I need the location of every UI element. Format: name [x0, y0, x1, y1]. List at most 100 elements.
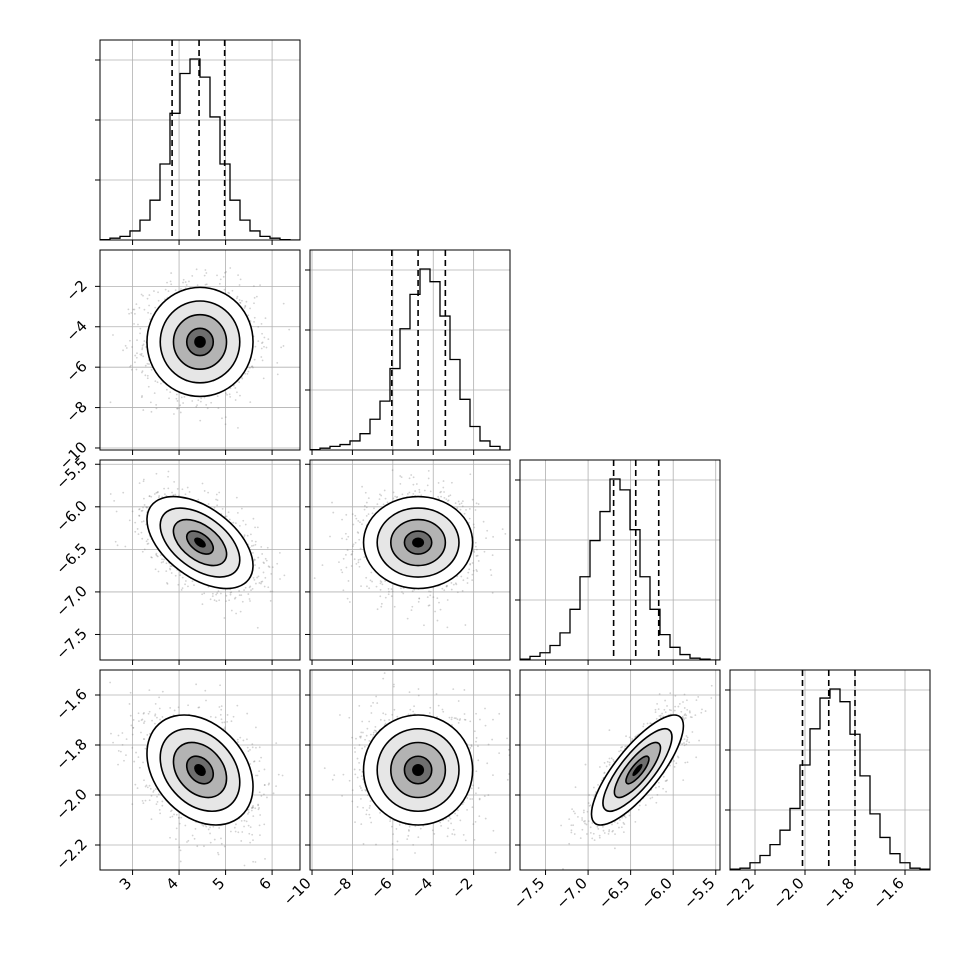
scatter-point: [211, 592, 214, 595]
scatter-point: [177, 817, 180, 819]
scatter-point: [252, 551, 254, 554]
scatter-point: [375, 843, 377, 846]
scatter-point: [313, 577, 316, 580]
x-tick-label: 3: [116, 874, 135, 893]
scatter-point: [166, 281, 168, 284]
scatter-point: [370, 712, 373, 714]
panel-frame: [519, 459, 721, 661]
scatter-point: [212, 825, 215, 828]
x-tick-label: −6: [367, 874, 395, 902]
scatter-point: [181, 587, 184, 590]
scatter-point: [232, 521, 235, 524]
scatter-point: [414, 490, 417, 492]
scatter-point: [507, 748, 510, 751]
scatter-point: [109, 681, 112, 684]
scatter-point: [423, 624, 425, 627]
scatter-point: [654, 786, 657, 789]
scatter-point: [194, 827, 197, 830]
scatter-point: [440, 824, 443, 827]
scatter-point: [456, 718, 459, 721]
scatter-point: [267, 565, 270, 568]
scatter-point: [129, 339, 131, 342]
scatter-point: [141, 347, 144, 349]
scatter-point: [249, 763, 252, 765]
scatter-point: [180, 816, 183, 819]
y-tick-label: −1.8: [52, 735, 90, 773]
scatter-point: [603, 761, 606, 764]
scatter-point: [178, 816, 180, 819]
y-tick-label: −6: [62, 357, 90, 385]
scatter-point: [332, 511, 335, 514]
scatter-point: [468, 568, 471, 571]
scatter-point: [346, 549, 349, 551]
scatter-point: [279, 578, 281, 580]
scatter-point: [170, 283, 173, 286]
scatter-point: [179, 849, 182, 852]
scatter-point: [255, 746, 257, 749]
scatter-point: [146, 362, 149, 365]
x-tick-label: −4: [408, 874, 436, 902]
scatter-point: [568, 818, 571, 820]
scatter-point: [673, 765, 676, 768]
scatter-point: [471, 798, 474, 800]
scatter-point: [622, 831, 625, 834]
scatter-point: [586, 810, 589, 813]
scatter-point: [204, 269, 207, 271]
scatter-point: [478, 797, 481, 800]
x-tick-label: −5.5: [680, 874, 718, 912]
scatter-point: [151, 719, 153, 722]
scatter-point: [658, 693, 661, 695]
scatter-point: [358, 538, 361, 541]
scatter-point: [439, 608, 442, 611]
scatter-point: [236, 738, 239, 741]
scatter-point: [228, 599, 231, 602]
scatter-point: [427, 469, 430, 472]
scatter-point: [191, 400, 194, 402]
scatter-point: [238, 590, 241, 592]
scatter-point: [246, 712, 249, 715]
scatter-point: [158, 808, 161, 811]
scatter-point: [280, 346, 283, 349]
scatter-point: [234, 522, 237, 525]
scatter-point: [132, 726, 135, 729]
scatter-point: [376, 608, 379, 611]
scatter-point: [407, 713, 410, 716]
scatter-point: [406, 838, 409, 841]
scatter-point: [344, 532, 347, 535]
scatter-point: [243, 589, 245, 591]
scatter-point: [134, 783, 137, 786]
scatter-point: [351, 736, 354, 739]
scatter-point: [112, 741, 114, 744]
scatter-point: [142, 409, 145, 411]
scatter-point: [610, 757, 613, 760]
scatter-point: [664, 699, 667, 702]
scatter-point: [402, 592, 405, 595]
scatter-point: [250, 809, 253, 812]
scatter-point: [249, 533, 252, 536]
scatter-point: [685, 740, 688, 743]
scatter-point: [333, 774, 336, 777]
histogram-step: [310, 268, 510, 450]
scatter-point: [154, 788, 157, 790]
scatter-point: [437, 482, 440, 484]
scatter-point: [220, 708, 223, 711]
scatter-point: [165, 388, 168, 391]
scatter-point: [345, 538, 348, 541]
scatter-point: [347, 535, 350, 538]
scatter-point: [674, 694, 677, 697]
scatter-point: [197, 706, 200, 709]
scatter-point: [484, 707, 486, 710]
scatter-point: [683, 744, 686, 747]
y-tick-label: −2.0: [52, 785, 90, 823]
scatter-point: [154, 568, 157, 571]
scatter-point: [411, 605, 414, 608]
scatter-point: [121, 743, 124, 746]
scatter-point: [263, 585, 266, 588]
scatter-point: [160, 382, 162, 385]
scatter-point: [391, 469, 394, 472]
scatter-point: [187, 704, 189, 707]
x-tick-label: −6.0: [638, 874, 676, 912]
scatter-point: [144, 747, 147, 750]
scatter-point: [700, 711, 703, 714]
scatter-point: [464, 624, 467, 626]
